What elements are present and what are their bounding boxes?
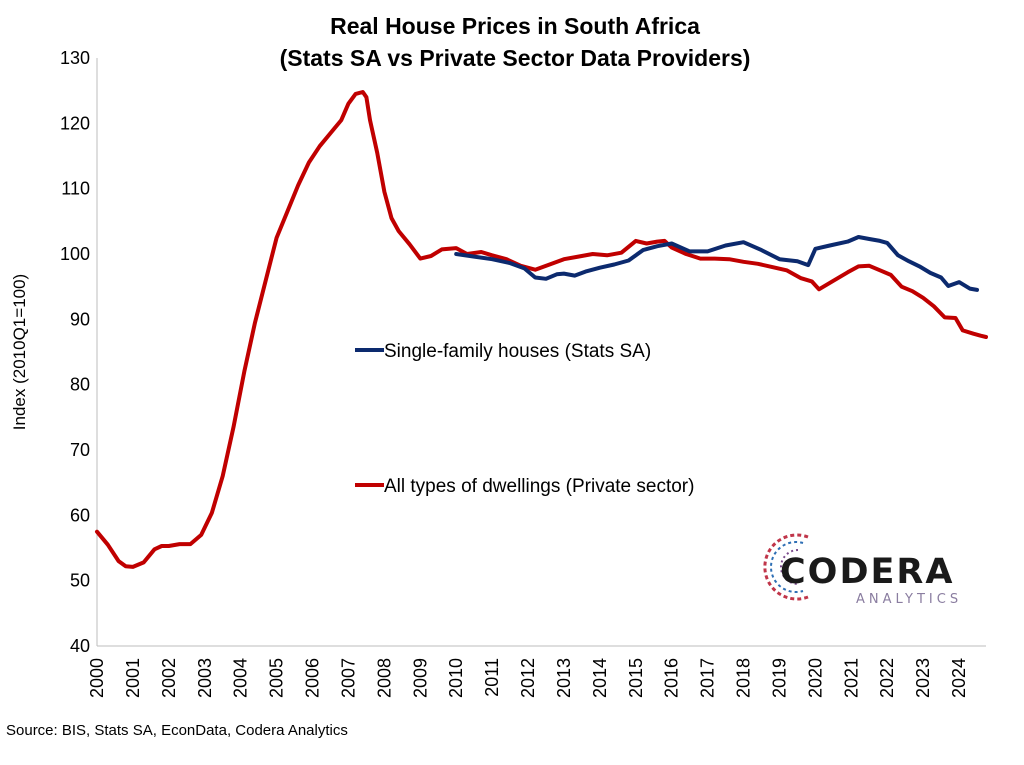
x-tick-label: 2016 [662,658,682,698]
series-line-stats-sa [454,235,979,292]
x-tick-label: 2013 [554,658,574,698]
legend-item-private-sector: All types of dwellings (Private sector) [355,476,694,497]
legend-label-stats-sa: Single-family houses (Stats SA) [384,341,651,362]
y-tick-label: 60 [70,505,90,525]
x-tick-label: 2018 [734,658,754,698]
chart-title-line-2: (Stats SA vs Private Sector Data Provide… [280,45,751,71]
y-axis-label: Index (2010Q1=100) [10,274,29,430]
source-note: Source: BIS, Stats SA, EconData, Codera … [6,722,348,739]
logo-wordmark: CODERA [780,552,954,592]
chart-title-line-1: Real House Prices in South Africa [330,13,700,39]
x-tick-label: 2002 [159,658,179,698]
logo-mark-icon [763,533,809,601]
x-tick-label: 2017 [698,658,718,698]
legend-item-stats-sa: Single-family houses (Stats SA) [355,341,651,362]
y-tick-label: 40 [70,636,90,656]
legend: Single-family houses (Stats SA) All type… [355,341,694,497]
series-lines [95,90,988,569]
y-tick-label: 70 [70,440,90,460]
series-line-private-sector [95,90,988,569]
x-tick-label: 2009 [410,658,430,698]
y-tick-label: 120 [60,113,90,133]
x-tick-label: 2000 [87,658,107,698]
x-tick-label: 2007 [338,658,358,698]
x-tick-label: 2005 [267,658,287,698]
y-tick-label: 100 [60,244,90,264]
x-tick-label: 2006 [303,658,323,698]
x-tick-label: 2003 [195,658,215,698]
y-tick-label: 130 [60,48,90,68]
legend-label-private-sector: All types of dwellings (Private sector) [384,476,694,497]
x-tick-label: 2014 [590,658,610,698]
x-tick-label: 2022 [877,658,897,698]
x-tick-label: 2004 [231,658,251,698]
x-tick-label: 2019 [769,658,789,698]
x-tick-label: 2023 [913,658,933,698]
x-tick-label: 2024 [949,658,969,698]
y-tick-label: 110 [61,179,90,199]
x-tick-label: 2012 [518,658,538,698]
y-tick-labels: 40 50 60 70 80 90 100 110 120 130 [60,48,90,656]
x-tick-label: 2020 [805,658,825,698]
y-tick-label: 80 [70,375,90,395]
logo-subtitle: ANALYTICS [856,592,962,607]
codera-logo: CODERA ANALYTICS [763,533,962,607]
x-tick-label: 2010 [446,658,466,698]
y-tick-label: 90 [70,309,90,329]
x-tick-labels: 2000 2001 2002 2003 2004 2005 2006 2007 2008 2009… [87,658,969,698]
y-tick-label: 50 [70,571,90,591]
x-tick-label: 2008 [374,658,394,698]
x-tick-label: 2015 [626,658,646,698]
x-tick-label: 2011 [482,658,502,697]
x-tick-label: 2021 [841,658,861,698]
x-tick-label: 2001 [123,658,143,698]
